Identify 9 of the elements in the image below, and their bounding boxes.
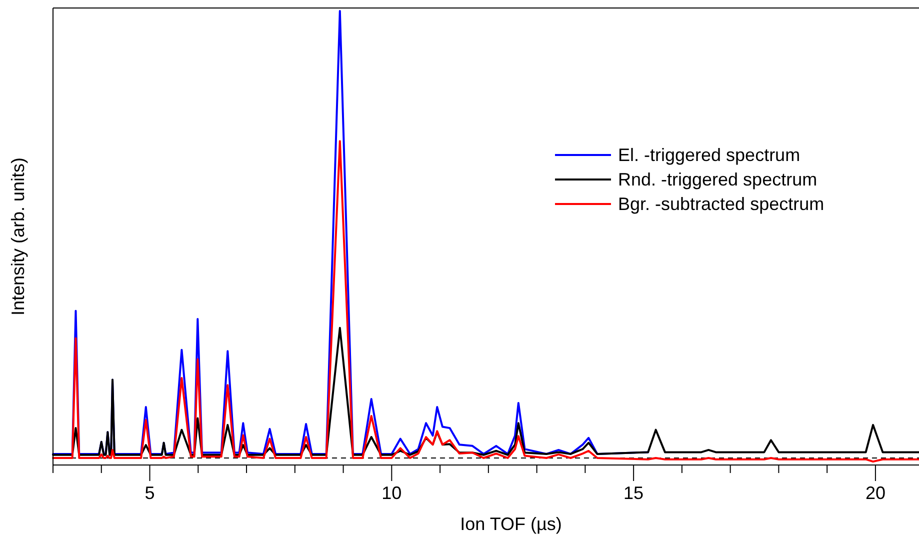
x-tick-label: 5 — [144, 483, 155, 503]
x-tick-label: 10 — [382, 483, 402, 503]
legend-label: El. -triggered spectrum — [618, 145, 800, 165]
x-tick-label: 20 — [865, 483, 886, 503]
y-axis-title: Intensity (arb. units) — [8, 157, 28, 316]
legend-label: Bgr. -subtracted spectrum — [618, 194, 824, 214]
legend-label: Rnd. -triggered spectrum — [618, 170, 818, 190]
x-axis-title: Ion TOF (µs) — [460, 514, 562, 534]
x-tick-label: 15 — [624, 483, 644, 503]
